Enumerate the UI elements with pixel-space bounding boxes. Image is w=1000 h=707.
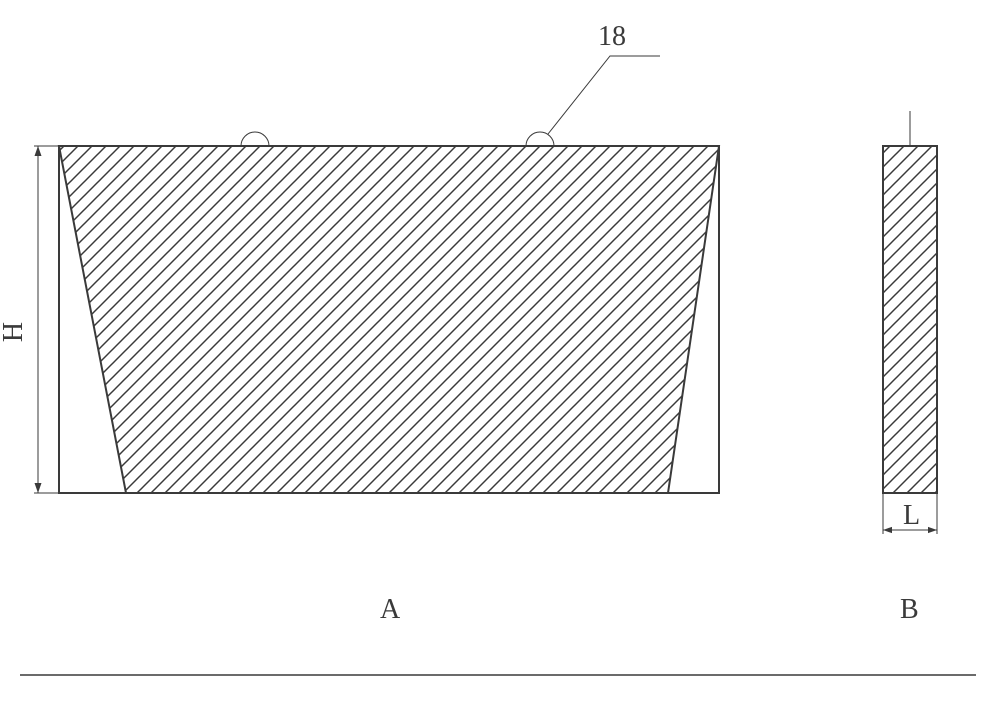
view-a-trapezoid: [59, 146, 719, 493]
callout-18-leader: [548, 56, 660, 134]
callout-18-arc: [526, 132, 554, 146]
dim-l-label: L: [903, 500, 920, 531]
callout-18-label: 18: [598, 21, 626, 52]
view-b-rect: [883, 146, 937, 493]
view-a-arc-left: [241, 132, 269, 146]
dim-h-label: H: [0, 322, 29, 342]
view-b-label: B: [900, 594, 919, 625]
engineering-figure: 18 H A L B: [0, 0, 1000, 707]
view-a-label: A: [380, 594, 401, 625]
